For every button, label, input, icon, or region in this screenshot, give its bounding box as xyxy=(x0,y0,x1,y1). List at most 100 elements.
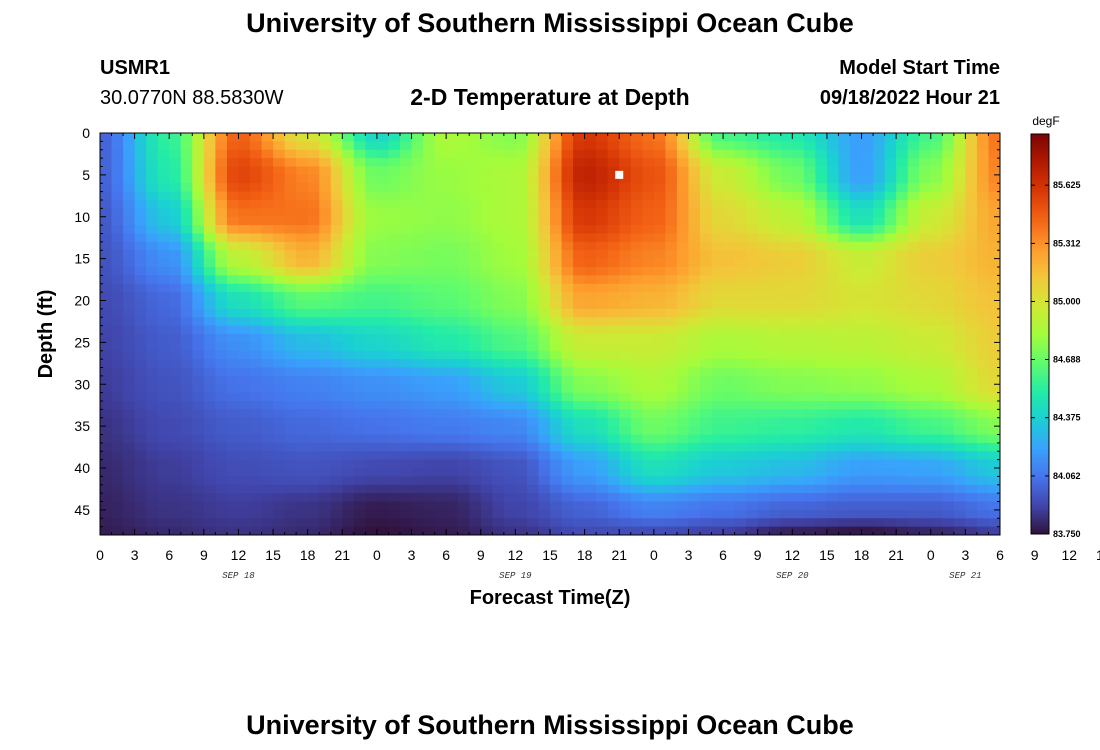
heatmap-cell xyxy=(665,359,678,369)
heatmap-cell xyxy=(907,359,920,369)
heatmap-cell xyxy=(561,434,574,444)
heatmap-cell xyxy=(296,250,309,260)
heatmap-cell xyxy=(688,442,701,452)
heatmap-cell xyxy=(596,350,609,360)
heatmap-cell xyxy=(146,334,159,343)
heatmap-cell xyxy=(169,149,182,159)
heatmap-cell xyxy=(226,292,240,302)
heatmap-cell xyxy=(884,459,897,469)
heatmap-cell xyxy=(400,250,413,260)
heatmap-cell xyxy=(619,367,632,377)
heatmap-cell xyxy=(111,484,124,494)
heatmap-cell xyxy=(203,216,216,226)
heatmap-cell xyxy=(319,283,332,293)
heatmap-cell xyxy=(434,417,447,427)
heatmap-cell xyxy=(723,375,736,385)
heatmap-cell xyxy=(630,451,643,461)
heatmap-cell xyxy=(146,174,159,184)
heatmap-cell xyxy=(469,334,482,343)
heatmap-cell xyxy=(250,241,263,251)
heatmap-cell xyxy=(873,359,886,369)
heatmap-cell xyxy=(619,375,632,385)
heatmap-cell xyxy=(446,233,459,243)
heatmap-cell xyxy=(261,191,274,201)
heatmap-cell xyxy=(584,275,597,285)
heatmap-cell xyxy=(192,250,205,260)
heatmap-cell xyxy=(584,493,597,503)
heatmap-cell xyxy=(907,158,920,168)
heatmap-cell xyxy=(826,476,840,486)
heatmap-cell xyxy=(273,509,286,519)
heatmap-cell xyxy=(746,292,759,302)
heatmap-cell xyxy=(111,451,124,461)
heatmap-cell xyxy=(469,442,482,452)
heatmap-cell xyxy=(515,442,528,452)
heatmap-cell xyxy=(261,183,274,193)
heatmap-cell xyxy=(850,518,863,528)
heatmap-cell xyxy=(446,216,459,226)
heatmap-cell xyxy=(769,233,782,243)
heatmap-cell xyxy=(250,342,263,352)
heatmap-cell xyxy=(457,434,470,444)
heatmap-cell xyxy=(226,158,240,168)
heatmap-cell xyxy=(111,459,124,469)
heatmap-cell xyxy=(596,367,609,377)
heatmap-cell xyxy=(353,241,366,251)
heatmap-cell xyxy=(203,325,216,335)
heatmap-cell xyxy=(573,426,586,436)
heatmap-cell xyxy=(688,325,701,335)
heatmap-cell xyxy=(930,250,943,260)
heatmap-cell xyxy=(515,484,528,494)
heatmap-cell xyxy=(238,283,251,293)
heatmap-cell xyxy=(573,158,586,168)
heatmap-cell xyxy=(561,334,574,343)
heatmap-cell xyxy=(930,442,943,452)
heatmap-cell xyxy=(169,250,182,260)
x-tick-label: 18 xyxy=(577,547,593,563)
heatmap-cell xyxy=(388,183,401,193)
heatmap-cell xyxy=(803,409,816,419)
heatmap-cell xyxy=(665,493,678,503)
heatmap-cell xyxy=(746,133,759,142)
heatmap-cell xyxy=(676,417,690,427)
heatmap-cell xyxy=(284,426,297,436)
heatmap-cell xyxy=(319,275,332,285)
heatmap-cell xyxy=(480,241,493,251)
heatmap-cell xyxy=(665,484,678,494)
heatmap-cell xyxy=(469,501,482,511)
heatmap-cell xyxy=(411,283,424,293)
heatmap-cell xyxy=(353,375,366,385)
heatmap-cell xyxy=(861,434,874,444)
heatmap-cell xyxy=(561,292,574,302)
heatmap-cell xyxy=(550,509,563,519)
heatmap-cell xyxy=(723,250,736,260)
heatmap-cell xyxy=(134,384,147,394)
heatmap-cell xyxy=(134,300,147,310)
heatmap-cell xyxy=(930,191,943,201)
heatmap-cell xyxy=(780,342,793,352)
heatmap-cell xyxy=(123,283,136,293)
heatmap-cell xyxy=(192,208,205,218)
heatmap-cell xyxy=(838,359,851,369)
heatmap-cell xyxy=(203,509,216,519)
heatmap-cell xyxy=(457,300,470,310)
heatmap-cell xyxy=(907,300,920,310)
heatmap-cell xyxy=(896,292,909,302)
heatmap-cell xyxy=(388,166,401,176)
heatmap-cell xyxy=(423,359,436,369)
heatmap-cell xyxy=(376,267,390,276)
heatmap-cell xyxy=(319,183,332,193)
heatmap-cell xyxy=(665,267,678,276)
heatmap-cell xyxy=(169,426,182,436)
heatmap-cell xyxy=(503,166,516,176)
heatmap-cell xyxy=(250,417,263,427)
heatmap-cell xyxy=(446,468,459,477)
heatmap-cell xyxy=(976,149,990,159)
heatmap-cell xyxy=(400,526,413,535)
heatmap-cell xyxy=(123,241,136,251)
heatmap-cell xyxy=(515,191,528,201)
heatmap-cell xyxy=(550,367,563,377)
heatmap-cell xyxy=(169,258,182,268)
heatmap-cell xyxy=(319,267,332,276)
heatmap-cell xyxy=(480,367,493,377)
